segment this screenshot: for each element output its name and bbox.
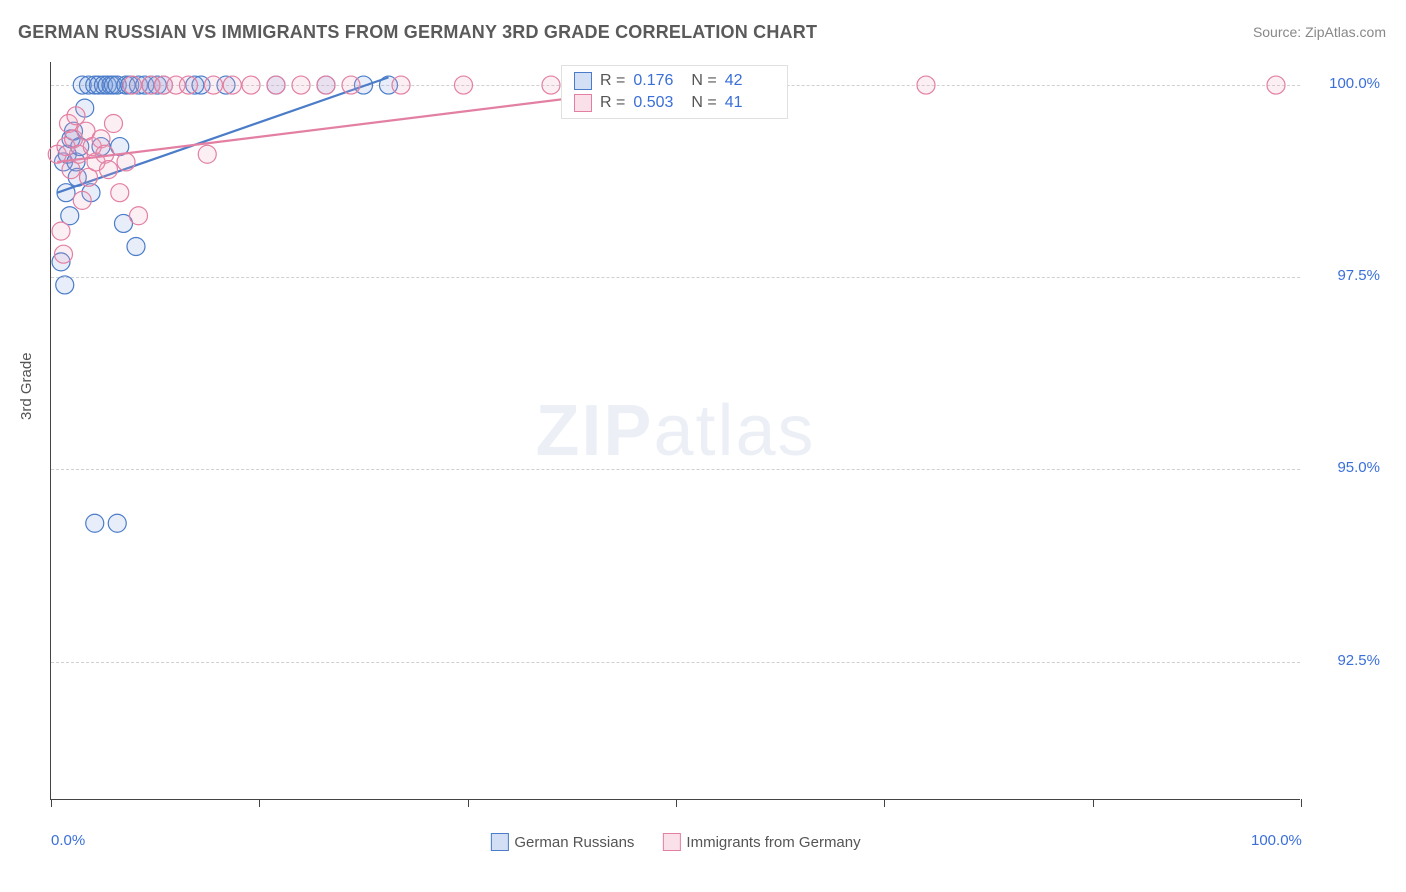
- data-point: [223, 76, 241, 94]
- series-swatch: [574, 72, 592, 90]
- data-point: [127, 238, 145, 256]
- plot-area: ZIPatlas R =0.176N =42R =0.503N =41 Germ…: [50, 62, 1300, 800]
- legend: German Russians Immigrants from Germany: [490, 833, 860, 851]
- data-point: [392, 76, 410, 94]
- data-point: [123, 76, 141, 94]
- data-point: [1267, 76, 1285, 94]
- legend-item: German Russians: [490, 833, 634, 851]
- legend-label: German Russians: [514, 834, 634, 851]
- data-point: [100, 161, 118, 179]
- r-label: R =: [600, 72, 625, 90]
- data-point: [242, 76, 260, 94]
- data-point: [198, 145, 216, 163]
- data-point: [542, 76, 560, 94]
- series-swatch: [574, 94, 592, 112]
- x-tick-label: 0.0%: [51, 832, 85, 849]
- data-point: [292, 76, 310, 94]
- x-tick-label: 100.0%: [1251, 832, 1302, 849]
- data-point: [73, 191, 91, 209]
- n-label: N =: [691, 94, 716, 112]
- data-point: [117, 153, 135, 171]
- data-point: [108, 514, 126, 532]
- data-point: [205, 76, 223, 94]
- source-value: ZipAtlas.com: [1305, 24, 1386, 40]
- stat-row: R = 0.176 N = 42: [574, 70, 775, 92]
- data-point: [55, 245, 73, 263]
- data-point: [267, 76, 285, 94]
- x-tick: [51, 799, 52, 807]
- y-tick-label: 92.5%: [1310, 652, 1380, 669]
- chart-title: GERMAN RUSSIAN VS IMMIGRANTS FROM GERMAN…: [18, 22, 817, 43]
- data-point: [342, 76, 360, 94]
- data-point: [52, 222, 70, 240]
- stat-row: R = 0.503 N = 41: [574, 92, 775, 114]
- y-tick-label: 100.0%: [1310, 75, 1380, 92]
- r-label: R =: [600, 94, 625, 112]
- data-point: [917, 76, 935, 94]
- x-tick: [259, 799, 260, 807]
- data-point: [180, 76, 198, 94]
- n-label: N =: [691, 72, 716, 90]
- y-tick-label: 97.5%: [1310, 267, 1380, 284]
- data-point: [111, 184, 129, 202]
- x-tick: [676, 799, 677, 807]
- x-tick: [1301, 799, 1302, 807]
- data-point: [317, 76, 335, 94]
- y-tick-label: 95.0%: [1310, 459, 1380, 476]
- legend-swatch: [490, 833, 508, 851]
- scatter-chart: [51, 62, 1300, 799]
- source-label: Source:: [1253, 24, 1301, 40]
- data-point: [455, 76, 473, 94]
- y-axis-label: 3rd Grade: [18, 352, 35, 420]
- source-attribution: Source: ZipAtlas.com: [1253, 24, 1386, 40]
- r-value: 0.503: [633, 94, 683, 112]
- data-point: [67, 107, 85, 125]
- x-tick: [1093, 799, 1094, 807]
- data-point: [105, 115, 123, 133]
- x-tick: [884, 799, 885, 807]
- data-point: [56, 276, 74, 294]
- n-value: 42: [725, 72, 775, 90]
- r-value: 0.176: [633, 72, 683, 90]
- x-tick: [468, 799, 469, 807]
- legend-swatch: [662, 833, 680, 851]
- legend-label: Immigrants from Germany: [686, 834, 860, 851]
- data-point: [86, 514, 104, 532]
- n-value: 41: [725, 94, 775, 112]
- legend-item: Immigrants from Germany: [662, 833, 860, 851]
- data-point: [130, 207, 148, 225]
- correlation-stat-box: R = 0.176 N = 42 R = 0.503 N = 41: [561, 65, 788, 119]
